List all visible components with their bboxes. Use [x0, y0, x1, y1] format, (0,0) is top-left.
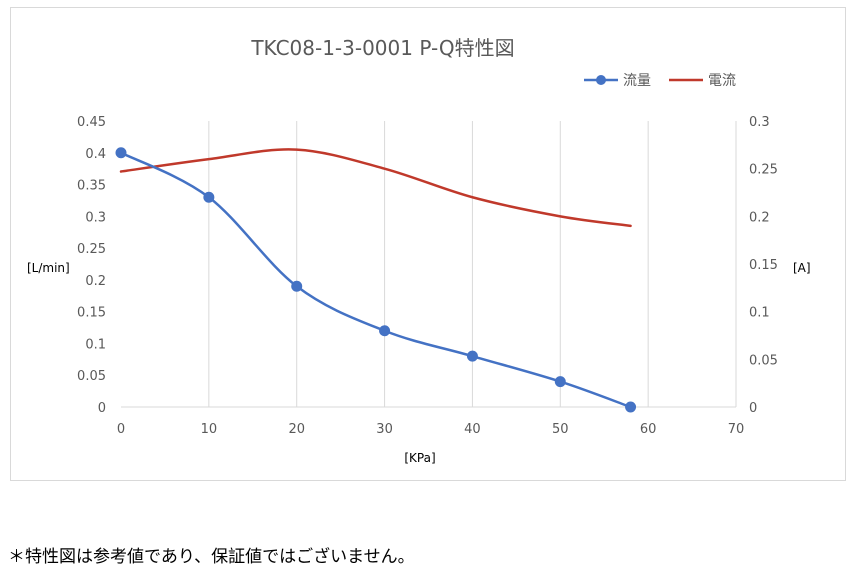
data-point	[466, 350, 478, 362]
legend-label: 電流	[708, 73, 736, 89]
legend-label: 流量	[623, 73, 651, 89]
y-left-tick-label: 0.35	[77, 179, 106, 194]
y-left-tick-label: 0.3	[85, 210, 106, 225]
chart-area	[10, 7, 846, 481]
x-tick-label: 30	[376, 422, 393, 437]
y-axis-right-label: [A]	[793, 261, 811, 275]
x-tick-label: 40	[464, 422, 481, 437]
y-left-tick-label: 0.25	[77, 242, 106, 257]
x-tick-label: 50	[552, 422, 569, 437]
x-axis-label: [KPa]	[404, 451, 435, 465]
legend-marker	[596, 75, 606, 85]
series-line-current	[119, 148, 632, 228]
data-point	[203, 191, 215, 203]
y-axis-left-label: [L/min]	[27, 261, 70, 275]
y-left-tick-label: 0.1	[85, 337, 106, 352]
y-left-tick-label: 0.2	[85, 274, 106, 289]
chart-title: TKC08-1-3-0001 P-Q特性図	[250, 36, 514, 60]
x-tick-label: 70	[728, 422, 745, 437]
y-right-tick-label: 0.15	[749, 258, 778, 273]
y-right-tick-label: 0.25	[749, 163, 778, 178]
footnote: ＊特性図は参考値であり、保証値ではございません。	[8, 547, 415, 567]
data-point	[291, 280, 303, 292]
x-tick-label: 0	[117, 422, 125, 437]
y-left-tick-label: 0.15	[77, 306, 106, 321]
x-tick-label: 20	[288, 422, 305, 437]
data-point	[554, 376, 566, 388]
data-point	[379, 325, 391, 337]
y-right-tick-label: 0.1	[749, 306, 770, 321]
y-right-tick-label: 0.3	[749, 115, 770, 130]
data-point	[625, 401, 637, 413]
y-left-tick-label: 0.4	[85, 147, 106, 162]
x-tick-label: 10	[201, 422, 218, 437]
series-line-flow	[119, 151, 632, 409]
y-right-tick-label: 0	[749, 401, 757, 416]
y-left-tick-label: 0.45	[77, 115, 106, 130]
data-point	[115, 147, 127, 159]
y-right-tick-label: 0.05	[749, 353, 778, 368]
y-left-tick-label: 0.05	[77, 369, 106, 384]
y-left-tick-label: 0	[98, 401, 106, 416]
y-right-tick-label: 0.2	[749, 210, 770, 225]
x-tick-label: 60	[640, 422, 657, 437]
